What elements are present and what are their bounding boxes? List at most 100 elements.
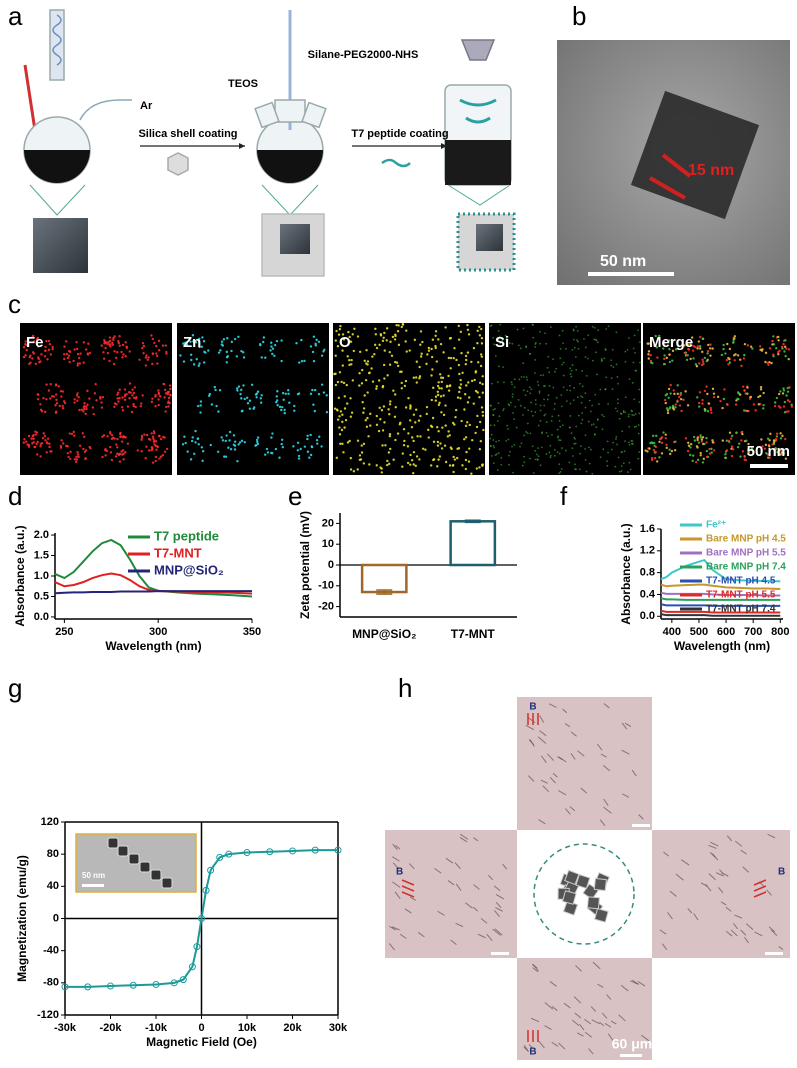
eds-dot	[412, 463, 415, 466]
eds-dot	[495, 440, 498, 443]
eds-dot	[382, 405, 386, 408]
eds-dot	[774, 448, 777, 451]
eds-dot	[366, 391, 369, 394]
eds-dot	[620, 465, 623, 467]
eds-dot	[338, 328, 342, 331]
eds-dot	[464, 424, 468, 428]
eds-dot	[22, 441, 26, 444]
eds-dot	[81, 432, 84, 435]
eds-dot	[478, 325, 481, 329]
eds-dot	[154, 459, 157, 463]
eds-dot	[545, 453, 548, 455]
eds-dot	[207, 349, 210, 352]
streak	[603, 806, 612, 814]
eds-dot	[728, 361, 732, 364]
streak	[725, 906, 732, 912]
streak	[600, 753, 607, 758]
eds-dot	[607, 451, 609, 454]
eds-dot	[775, 432, 779, 435]
eds-dot	[132, 391, 136, 395]
cube	[594, 907, 609, 923]
eds-dot	[545, 421, 548, 424]
eds-dot	[220, 340, 224, 343]
eds-dot	[439, 342, 443, 346]
eds-dot	[339, 410, 343, 413]
legend-label: Bare MNP pH 7.4	[706, 562, 786, 573]
eds-dot	[558, 334, 561, 337]
eds-dot	[296, 392, 300, 396]
eds-dot	[666, 409, 670, 412]
eds-dot	[240, 397, 243, 400]
eds-dot	[588, 446, 590, 449]
eds-dot	[686, 449, 690, 453]
eds-dot	[759, 348, 762, 352]
eds-dot	[293, 404, 296, 408]
eds-dot	[165, 350, 168, 354]
eds-dot	[690, 336, 694, 339]
eds-dot	[115, 350, 119, 354]
streak	[700, 882, 708, 887]
eds-dot	[437, 403, 441, 407]
eds-dot	[31, 434, 34, 438]
eds-dot	[255, 438, 259, 442]
eds-dot	[523, 406, 526, 409]
eds-dot	[785, 394, 788, 397]
eds-dot	[628, 461, 631, 464]
streak	[395, 845, 401, 850]
eds-dot	[584, 458, 587, 461]
eds-dot	[629, 468, 632, 471]
eds-dot	[561, 424, 564, 427]
eds-dot	[341, 413, 344, 416]
y-tick-label: 1.2	[640, 545, 655, 557]
eds-dot	[152, 437, 155, 440]
eds-dot	[312, 335, 316, 338]
eds-dot	[741, 432, 744, 436]
eds-dot	[530, 410, 533, 413]
eds-dot	[461, 464, 464, 467]
streak	[603, 798, 609, 806]
eds-dot	[711, 441, 715, 444]
eds-dot	[463, 393, 467, 396]
eds-dot	[346, 355, 349, 358]
eds-dot	[780, 451, 783, 454]
y-tick-label: 1.6	[640, 523, 655, 535]
streak	[392, 843, 398, 851]
eds-dot	[120, 406, 124, 409]
eds-dot	[382, 336, 385, 339]
eds-dot	[605, 376, 608, 379]
eds-dot	[458, 386, 461, 389]
series-line	[660, 613, 781, 617]
eds-dot	[500, 456, 503, 459]
eds-dot	[228, 439, 231, 442]
eds-dot	[452, 470, 455, 474]
eds-dot	[32, 437, 35, 440]
streak	[437, 910, 445, 916]
eds-dot	[414, 421, 417, 424]
eds-dot	[458, 372, 461, 376]
eds-dot	[396, 364, 400, 368]
eds-dot	[182, 342, 185, 345]
eds-dot	[230, 349, 233, 353]
eds-dot	[519, 445, 521, 448]
eds-dot	[541, 431, 544, 434]
cube	[593, 877, 607, 892]
eds-dot	[235, 387, 239, 390]
eds-dot	[78, 444, 82, 447]
eds-dot	[394, 406, 397, 409]
streak	[465, 902, 473, 909]
eds-dot	[34, 433, 37, 436]
eds-dot	[534, 372, 536, 374]
eds-dot	[624, 360, 627, 363]
eds-dot	[125, 393, 128, 396]
eds-dot	[440, 380, 443, 384]
eds-dot	[118, 388, 121, 391]
eds-dot	[673, 392, 676, 396]
eds-dot	[309, 433, 312, 437]
eds-dot	[621, 430, 624, 433]
streak	[592, 961, 601, 970]
eds-dot	[628, 441, 630, 444]
eds-dot	[733, 359, 736, 362]
eds-dot	[637, 457, 640, 460]
eds-dot	[674, 440, 677, 443]
eds-dot	[470, 379, 474, 383]
